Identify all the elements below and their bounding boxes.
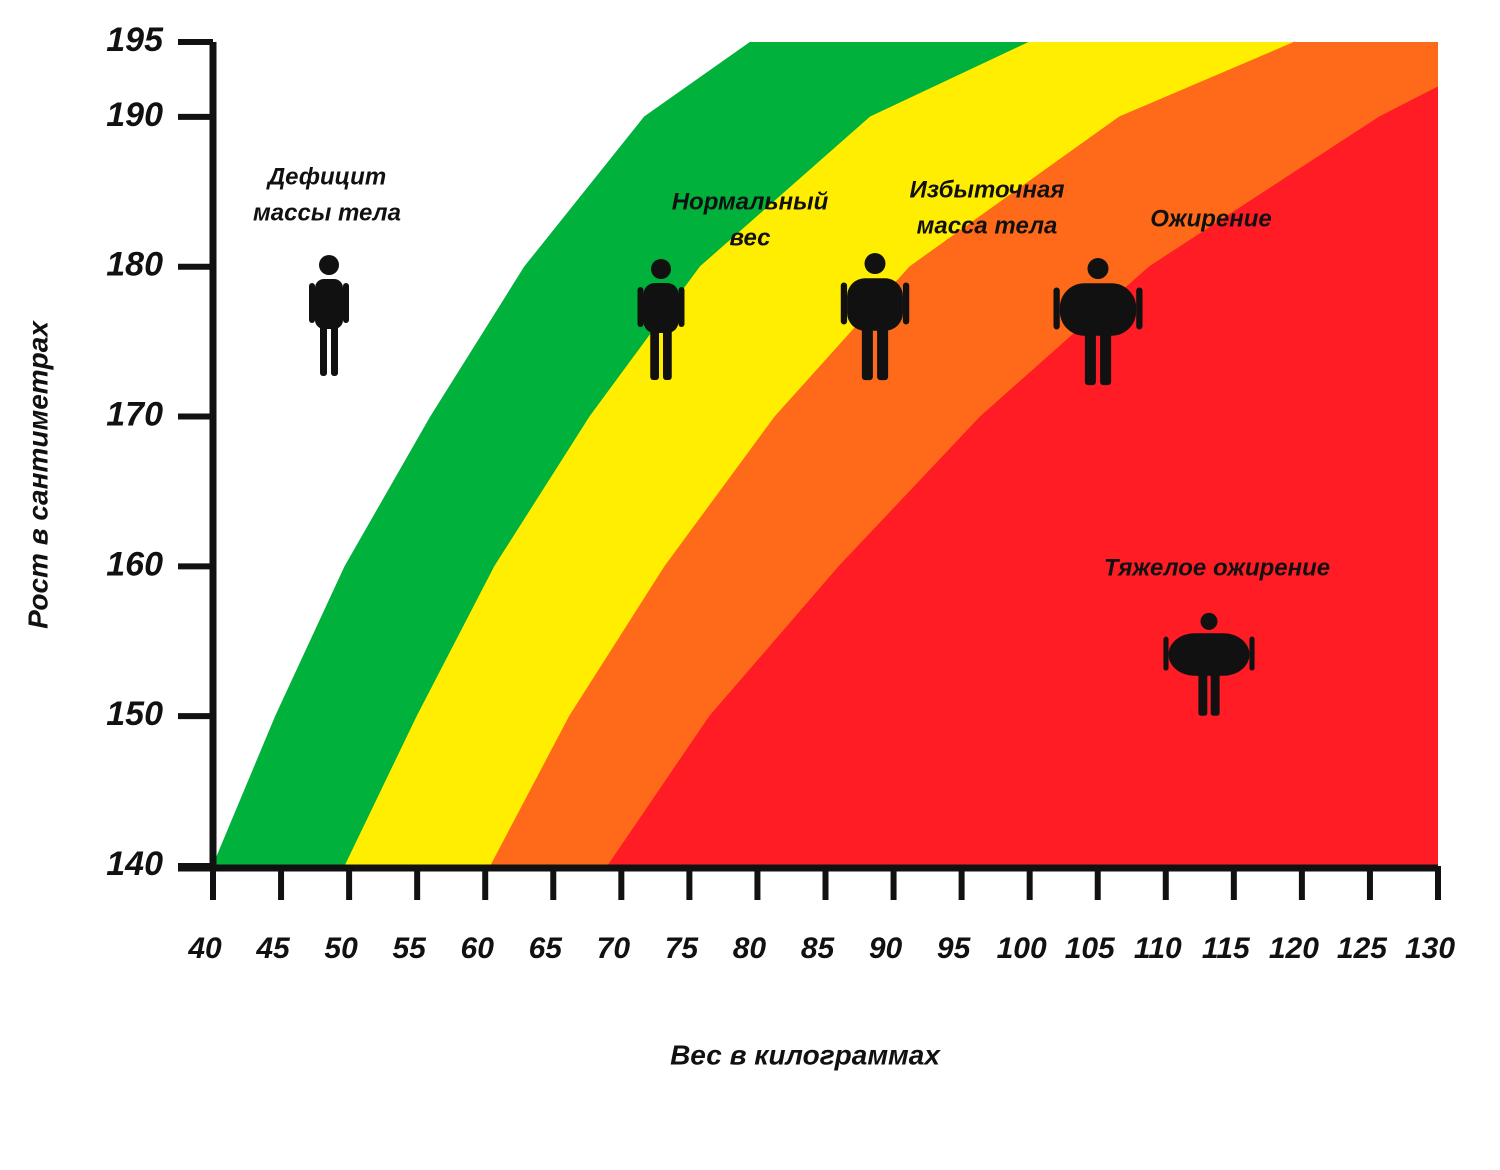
x-tick-label: 45 xyxy=(255,932,291,965)
icon-arm xyxy=(1136,287,1143,330)
icon-arm xyxy=(678,287,685,327)
y-tick-label: 140 xyxy=(106,845,163,883)
icon-arm xyxy=(840,282,848,325)
icon-head xyxy=(1200,612,1218,630)
plot-area: Дефицит массы тела Нормальный вес Избыточная… xyxy=(212,41,1439,867)
x-tick-label: 90 xyxy=(869,932,903,965)
x-tick-label: 80 xyxy=(733,932,767,965)
x-tick-label: 65 xyxy=(529,932,564,965)
icon-leg xyxy=(861,322,873,381)
icon-leg xyxy=(663,325,672,380)
zone-boundary xyxy=(490,41,1296,867)
x-tick-label: 85 xyxy=(801,932,836,965)
x-tick-label: 115 xyxy=(1202,932,1251,965)
icon-arm xyxy=(1053,287,1060,330)
zone-label: Ожирение xyxy=(1150,205,1272,232)
y-tick-label: 150 xyxy=(106,695,163,733)
zone-boundary xyxy=(607,86,1439,867)
y-tick-label: 170 xyxy=(106,396,163,434)
icon-head xyxy=(1087,258,1109,280)
x-tick-label: 50 xyxy=(324,932,358,965)
y-tick-label: 195 xyxy=(106,21,164,59)
icon-arm xyxy=(637,287,644,327)
zone-label: Тяжелое ожирение xyxy=(1104,554,1330,581)
zone-boundary xyxy=(212,41,751,867)
x-tick-label: 105 xyxy=(1065,932,1116,965)
x-tick-label: 120 xyxy=(1269,932,1319,965)
icon-torso xyxy=(315,279,343,329)
icon-leg xyxy=(320,321,327,376)
icon-torso xyxy=(1168,633,1250,676)
zone-label: масса тела xyxy=(917,212,1058,239)
icon-leg xyxy=(1100,327,1112,386)
y-tick-label: 190 xyxy=(106,96,163,134)
x-tick-label: 95 xyxy=(937,932,972,965)
icon-leg xyxy=(1210,668,1220,716)
zone-label: Нормальный xyxy=(672,188,829,215)
icon-torso xyxy=(847,278,903,331)
x-tick-label: 110 xyxy=(1134,932,1182,965)
x-tick-label: 40 xyxy=(187,932,222,965)
axes: 140 150 160 170 180 190 195 40 45 50 55 60 65 70 75 80 8… xyxy=(106,21,1455,965)
icon-arm xyxy=(902,282,910,325)
icon-arm xyxy=(343,283,349,323)
x-tick-label: 100 xyxy=(997,932,1047,965)
person-icon xyxy=(1163,612,1255,716)
zone-label: Дефицит xyxy=(266,163,386,190)
person-icon xyxy=(1053,258,1143,386)
person-icon xyxy=(309,255,349,376)
icon-head xyxy=(319,255,339,275)
x-tick-label: 55 xyxy=(392,932,427,965)
zone-boundary xyxy=(344,41,1030,867)
icon-arm xyxy=(1249,636,1255,671)
icon-torso xyxy=(1059,283,1137,336)
x-tick-label: 130 xyxy=(1405,932,1455,965)
y-tick-label: 180 xyxy=(106,246,163,284)
x-tick-label: 60 xyxy=(461,932,495,965)
person-icon xyxy=(840,253,910,381)
x-tick-label: 70 xyxy=(597,932,631,965)
icon-torso xyxy=(643,283,679,333)
x-axis-label: Вес в килограммах xyxy=(670,1039,941,1070)
zone-label: Избыточная xyxy=(909,176,1064,203)
zone-label: массы тела xyxy=(253,199,401,226)
zone-label: вес xyxy=(730,224,771,251)
icon-arm xyxy=(309,283,315,323)
x-tick-label: 75 xyxy=(665,932,700,965)
x-tick-label: 125 xyxy=(1337,932,1388,965)
person-icon xyxy=(637,259,685,380)
icon-leg xyxy=(1084,327,1096,386)
y-axis-label: Рост в сантиметрах xyxy=(22,320,53,629)
icon-head xyxy=(651,259,671,279)
icon-leg xyxy=(877,322,889,381)
icon-leg xyxy=(650,325,659,380)
icon-leg xyxy=(1198,668,1208,716)
y-tick-label: 160 xyxy=(106,545,163,583)
icon-head xyxy=(864,253,886,275)
icon-leg xyxy=(331,321,338,376)
icon-arm xyxy=(1163,636,1169,671)
